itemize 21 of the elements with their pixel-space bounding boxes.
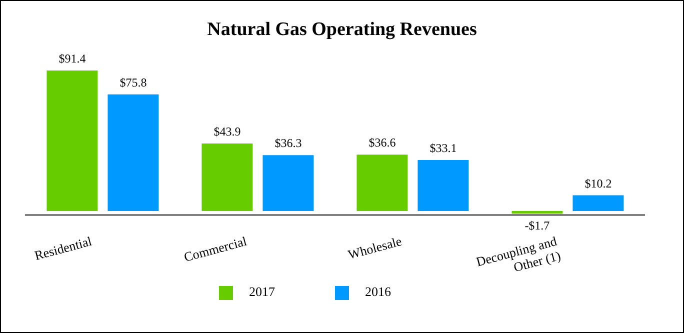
bar [418, 160, 469, 211]
legend-label: 2016 [365, 284, 391, 299]
data-label: -$1.7 [524, 218, 550, 233]
bar [46, 70, 98, 211]
bar [572, 195, 624, 211]
data-label: $33.1 [430, 141, 457, 156]
chart-title: Natural Gas Operating Revenues [206, 19, 478, 41]
bar [512, 210, 563, 214]
bar [202, 143, 253, 211]
data-label: $91.4 [58, 51, 86, 66]
bar [262, 155, 314, 211]
legend-label: 2017 [249, 284, 275, 299]
bar [356, 154, 408, 211]
x-tick-label: Decoupling and Other (1) [474, 233, 562, 275]
data-label: $36.3 [274, 136, 302, 150]
data-label: $43.9 [214, 124, 241, 138]
x-tick-label: Wholesale [346, 233, 404, 262]
data-label: $10.2 [584, 176, 612, 190]
bar [108, 94, 159, 211]
data-label: $75.8 [120, 75, 147, 90]
data-label: $36.6 [368, 136, 396, 150]
